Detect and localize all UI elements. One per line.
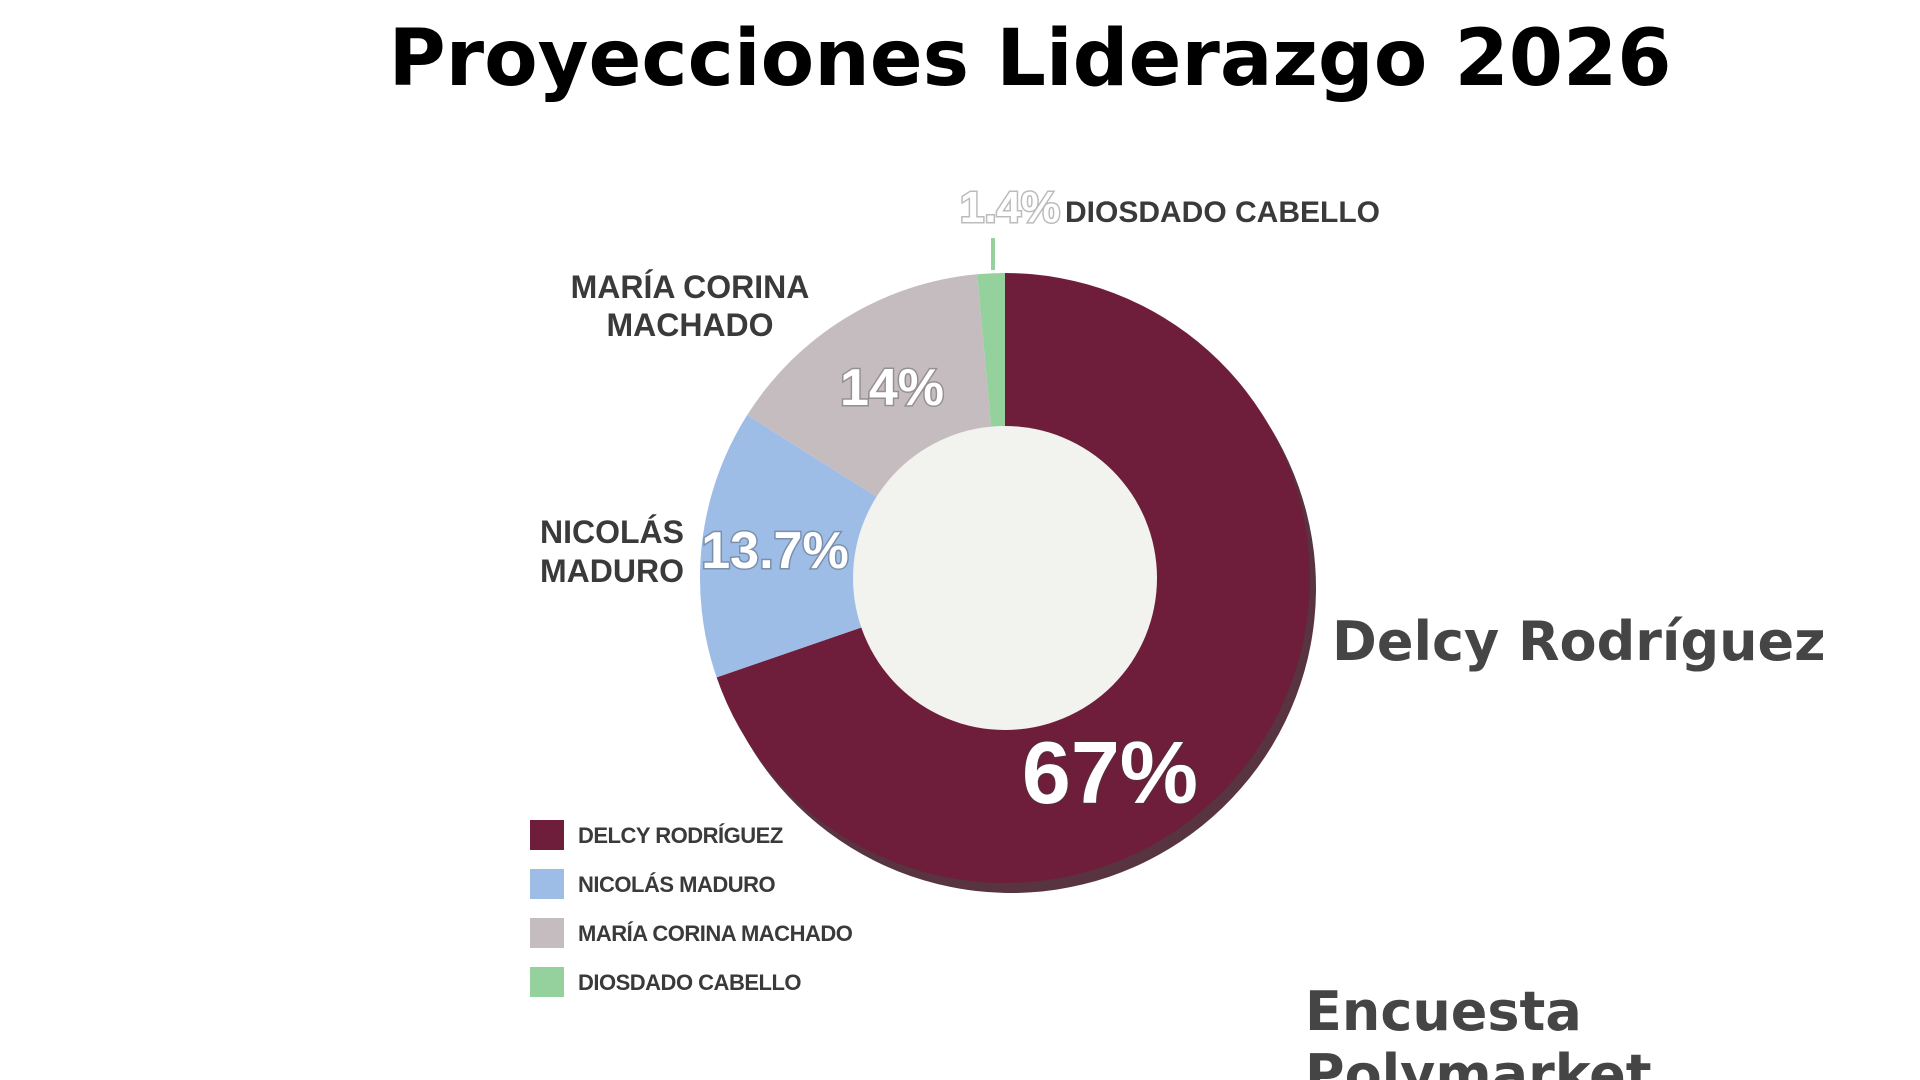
- data-label-maria: 14%: [840, 359, 944, 417]
- legend: DELCY RODRÍGUEZ NICOLÁS MADURO MARÍA CORIN…: [530, 820, 853, 997]
- data-label-diosdado: 1.4%: [960, 183, 1060, 232]
- legend-entry-0: DELCY RODRÍGUEZ: [578, 823, 783, 848]
- category-label-nicolas-line1: NICOLÁS: [540, 514, 684, 550]
- category-label-maria-line1: MARÍA CORINA: [571, 269, 810, 305]
- legend-swatch-3: [530, 967, 564, 997]
- page-title: Proyecciones Liderazgo 2026: [388, 14, 1672, 104]
- legend-swatch-0: [530, 820, 564, 850]
- category-label-maria-line2: MACHADO: [606, 307, 773, 343]
- legend-swatch-2: [530, 918, 564, 948]
- slice-nicol-s-maduro: [700, 414, 1005, 678]
- category-label-diosdado: DIOSDADO CABELLO: [1065, 196, 1380, 229]
- legend-entry-3: DIOSDADO CABELLO: [578, 970, 801, 995]
- slices-layer: [700, 273, 1316, 893]
- labels-layer: 67% 13.7% 14% 1.4% DIOSDADO CABELLO MARÍA COR…: [540, 182, 1380, 824]
- source-label: Encuesta Polymarket: [1305, 980, 1652, 1080]
- donut-hole: [853, 426, 1157, 730]
- legend-entry-2: MARÍA CORINA MACHADO: [578, 921, 853, 946]
- category-label-nicolas-line2: MADURO: [540, 553, 684, 589]
- data-label-nicolas: 13.7%: [701, 522, 848, 580]
- data-label-delcy: 67%: [1022, 723, 1198, 822]
- legend-swatch-1: [530, 869, 564, 899]
- legend-entry-1: NICOLÁS MADURO: [578, 872, 775, 897]
- highlight-label: Delcy Rodríguez: [1332, 610, 1826, 673]
